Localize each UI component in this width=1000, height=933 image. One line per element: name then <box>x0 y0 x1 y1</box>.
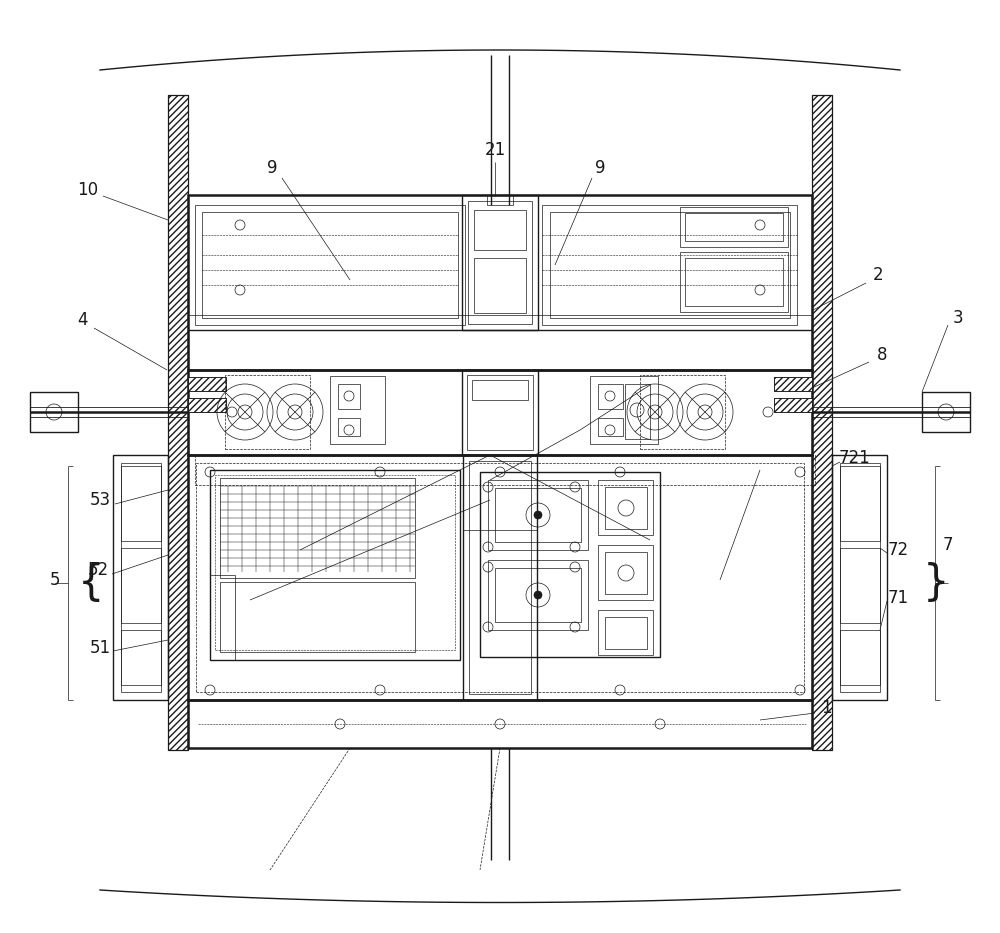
Bar <box>774 377 812 391</box>
Bar <box>188 455 812 700</box>
Bar <box>188 195 812 370</box>
Bar <box>467 375 533 450</box>
Bar <box>550 212 790 318</box>
Text: 4: 4 <box>77 311 87 329</box>
Bar <box>330 376 385 444</box>
Bar <box>774 398 812 412</box>
Bar <box>121 548 161 623</box>
Bar <box>474 210 526 250</box>
Bar <box>640 375 725 449</box>
Bar <box>472 380 528 400</box>
Text: 2: 2 <box>873 266 883 284</box>
Text: {: { <box>78 562 104 604</box>
Bar <box>30 392 78 432</box>
Bar <box>188 398 226 412</box>
Circle shape <box>534 591 542 599</box>
Bar <box>685 213 783 241</box>
Bar <box>488 560 588 630</box>
Bar <box>188 700 812 748</box>
Text: 721: 721 <box>839 449 871 467</box>
Bar <box>338 384 360 409</box>
Text: 52: 52 <box>87 561 109 579</box>
Bar <box>338 418 360 436</box>
Bar <box>598 480 653 535</box>
Bar <box>195 205 465 325</box>
Text: 3: 3 <box>953 309 963 327</box>
Text: 1: 1 <box>821 699 831 717</box>
Bar <box>598 384 623 409</box>
Text: 5: 5 <box>50 571 60 589</box>
Bar <box>598 545 653 600</box>
Bar <box>680 252 788 312</box>
Bar <box>480 472 660 657</box>
Bar <box>188 377 226 391</box>
Text: 21: 21 <box>484 141 506 159</box>
Bar <box>812 95 832 750</box>
Bar <box>598 610 653 655</box>
Bar <box>188 370 812 455</box>
Text: 9: 9 <box>595 159 605 177</box>
Bar <box>840 463 880 692</box>
Bar <box>922 392 970 432</box>
Bar <box>463 455 537 700</box>
Bar <box>168 95 188 750</box>
Bar <box>680 207 788 247</box>
Bar <box>487 195 513 205</box>
Bar <box>202 212 458 318</box>
Bar <box>113 455 168 700</box>
Bar <box>685 258 783 306</box>
Bar <box>495 488 581 542</box>
Text: 7: 7 <box>943 536 953 554</box>
Bar <box>188 377 226 391</box>
Bar <box>225 375 310 449</box>
Bar <box>121 463 161 692</box>
Text: 10: 10 <box>77 181 99 199</box>
Bar <box>195 455 815 485</box>
Bar <box>840 466 880 541</box>
Bar <box>196 463 804 692</box>
Bar <box>495 568 581 622</box>
Circle shape <box>534 511 542 519</box>
Bar <box>474 258 526 313</box>
Text: 8: 8 <box>877 346 887 364</box>
Bar <box>774 398 812 412</box>
Bar <box>220 478 415 578</box>
Bar <box>605 552 647 594</box>
Bar <box>832 455 887 700</box>
Text: }: } <box>923 562 950 604</box>
Bar <box>220 582 415 652</box>
Bar <box>542 205 797 325</box>
Bar <box>812 95 832 750</box>
Bar <box>774 377 812 391</box>
Bar <box>462 195 538 330</box>
Bar <box>605 487 647 529</box>
Bar <box>598 418 623 436</box>
Bar <box>210 470 460 660</box>
Bar <box>605 617 647 649</box>
Text: 71: 71 <box>887 589 909 607</box>
Bar <box>168 95 188 750</box>
Text: 9: 9 <box>267 159 277 177</box>
Bar <box>215 475 455 650</box>
Bar <box>625 384 650 439</box>
Bar <box>590 376 658 444</box>
Text: 72: 72 <box>887 541 909 559</box>
Bar <box>840 548 880 623</box>
Bar <box>462 370 538 455</box>
Text: 53: 53 <box>89 491 111 509</box>
Bar <box>121 630 161 685</box>
Bar <box>840 630 880 685</box>
Bar <box>121 466 161 541</box>
Bar <box>469 461 531 694</box>
Bar <box>488 480 588 550</box>
Text: 51: 51 <box>89 639 111 657</box>
Bar <box>188 398 226 412</box>
Bar <box>468 201 532 324</box>
